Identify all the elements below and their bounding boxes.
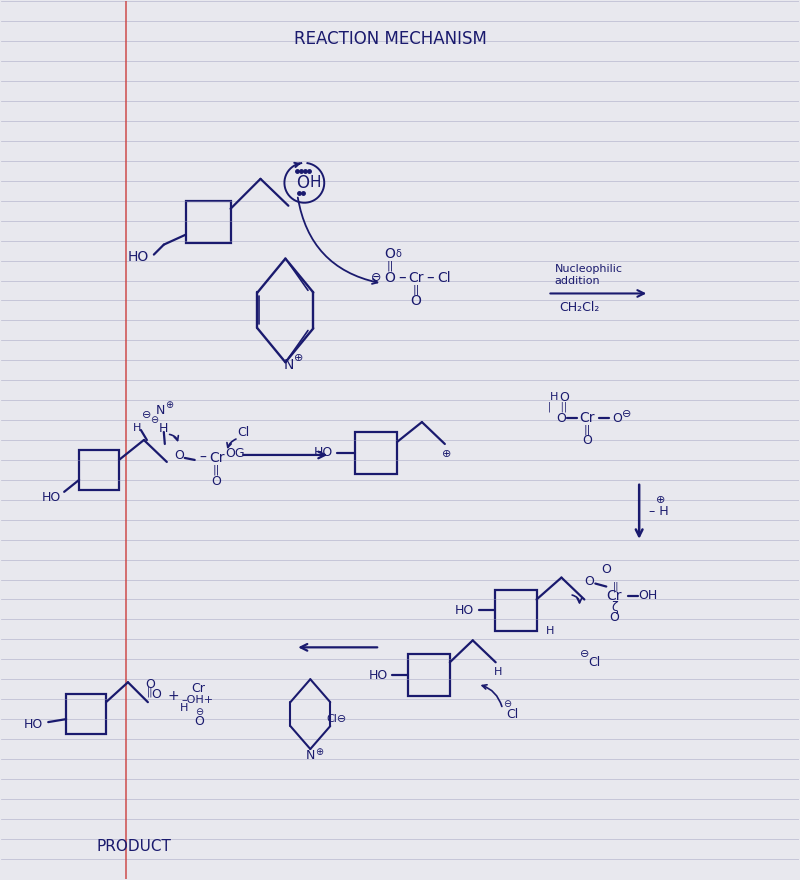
Text: Cl: Cl (238, 426, 250, 438)
Text: O: O (151, 687, 161, 700)
Text: HO: HO (369, 669, 388, 682)
Text: Cl: Cl (437, 270, 450, 284)
Text: O: O (553, 391, 570, 404)
Text: O: O (602, 563, 611, 576)
Text: Nucleophilic: Nucleophilic (554, 263, 622, 274)
Text: O: O (610, 611, 619, 624)
Text: O: O (585, 575, 594, 588)
Text: N: N (156, 404, 166, 416)
Text: ⊕: ⊕ (442, 449, 451, 459)
Bar (355, 432, 397, 474)
Text: HO: HO (24, 717, 43, 730)
Text: O: O (194, 715, 204, 728)
Text: O: O (212, 475, 222, 488)
Text: ⊕: ⊕ (315, 747, 323, 757)
Bar (408, 655, 450, 696)
Text: O: O (174, 450, 184, 463)
Text: O: O (296, 174, 309, 192)
Text: O: O (410, 295, 422, 308)
Text: H: H (546, 627, 554, 636)
Text: H: H (159, 422, 169, 435)
Bar (494, 590, 537, 631)
Bar (66, 694, 106, 734)
Text: addition: addition (554, 275, 600, 285)
Text: ||: || (146, 687, 153, 698)
Text: PRODUCT: PRODUCT (97, 840, 171, 854)
Text: O: O (612, 412, 622, 424)
Text: δ: δ (395, 248, 401, 259)
Text: ||: || (613, 582, 619, 591)
Text: ||: || (584, 425, 591, 436)
Text: ||: || (412, 284, 419, 295)
Text: ⊕: ⊕ (294, 353, 303, 363)
Text: ⊕: ⊕ (657, 495, 666, 505)
Text: – H: – H (650, 505, 669, 518)
Text: OH: OH (638, 589, 658, 602)
Text: –: – (398, 270, 406, 285)
Text: ⊕: ⊕ (165, 400, 173, 410)
Text: Cr: Cr (606, 589, 622, 603)
Text: HO: HO (42, 491, 61, 504)
Text: HO: HO (127, 250, 149, 264)
Text: HO: HO (314, 446, 333, 459)
Text: ⊖: ⊖ (142, 410, 151, 420)
Text: Cl⊖: Cl⊖ (326, 714, 346, 724)
Text: H: H (310, 175, 321, 190)
Text: –OH+: –OH+ (182, 695, 214, 705)
Text: ⊖: ⊖ (622, 409, 631, 419)
Text: OG: OG (225, 447, 244, 460)
Text: O: O (145, 678, 155, 691)
Text: ⊖: ⊖ (503, 700, 512, 709)
Text: O: O (582, 435, 592, 448)
Text: CH₂Cl₂: CH₂Cl₂ (559, 301, 599, 314)
Text: +: + (168, 689, 180, 703)
Bar (79, 450, 119, 490)
Text: O: O (385, 246, 395, 260)
Text: ||: || (386, 260, 394, 271)
Text: ⊖: ⊖ (371, 271, 382, 284)
Text: N: N (283, 358, 294, 372)
Text: O: O (557, 412, 566, 424)
Text: N: N (306, 750, 315, 762)
Text: Cl: Cl (506, 708, 518, 721)
Text: REACTION MECHANISM: REACTION MECHANISM (294, 30, 486, 48)
Text: Cr: Cr (408, 270, 424, 284)
Text: H: H (133, 423, 141, 433)
Text: Cr: Cr (209, 451, 224, 465)
Text: HO: HO (455, 604, 474, 617)
Text: –: – (199, 451, 206, 465)
Text: |   ||: | || (548, 402, 567, 413)
Text: O: O (385, 270, 395, 284)
Text: H: H (179, 703, 188, 713)
Text: H: H (550, 392, 558, 402)
Text: ⊖: ⊖ (194, 708, 202, 717)
Text: ζ: ζ (611, 601, 618, 614)
Text: H: H (494, 667, 502, 678)
Text: Cr: Cr (579, 411, 595, 425)
Bar (186, 201, 230, 243)
Text: ⊖: ⊖ (150, 415, 158, 425)
Text: ||: || (213, 465, 220, 475)
Text: Cr: Cr (190, 682, 205, 694)
Text: –: – (426, 270, 434, 285)
Text: ⊖: ⊖ (580, 649, 589, 659)
Text: Cl: Cl (588, 656, 601, 669)
